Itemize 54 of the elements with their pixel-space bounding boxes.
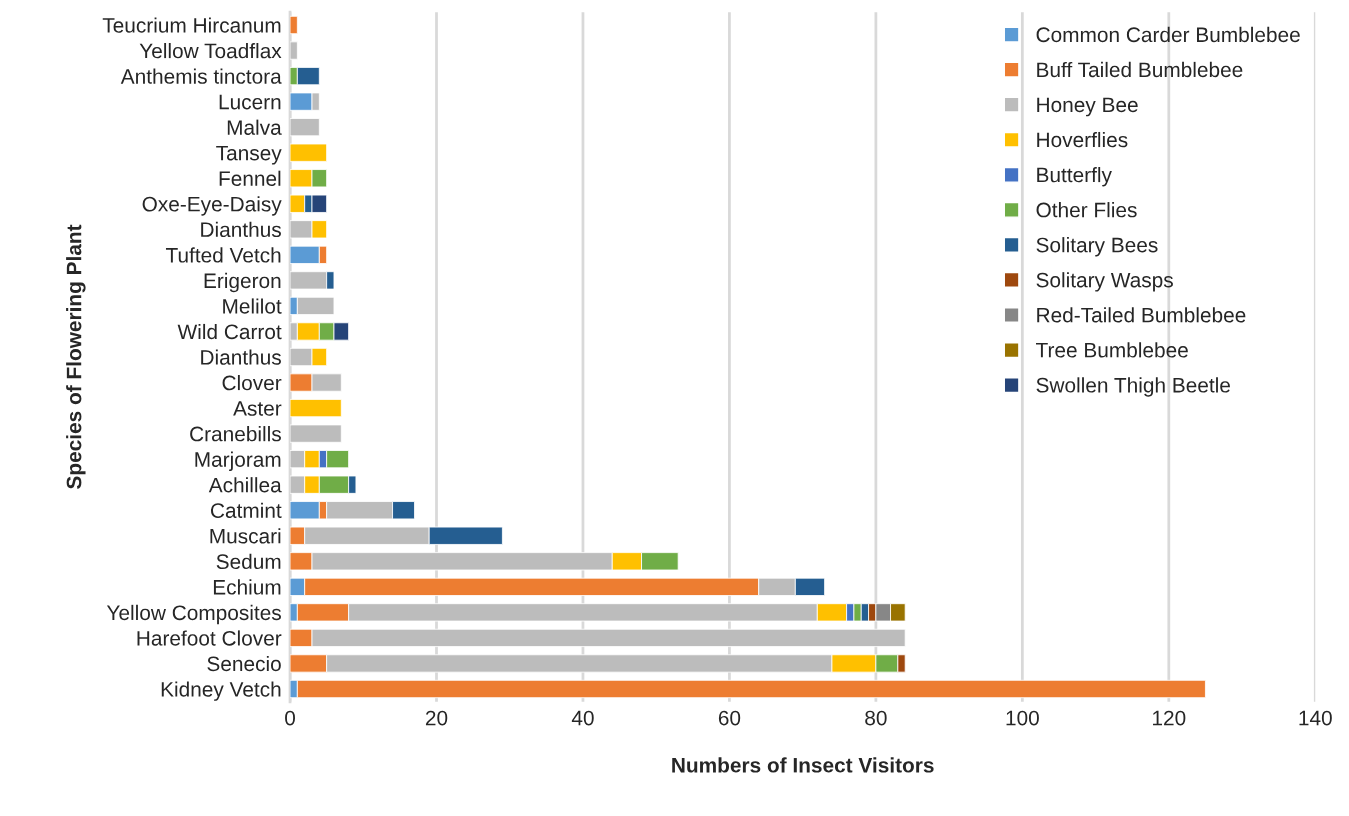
x-axis-title: Numbers of Insect Visitors <box>672 757 934 773</box>
y-tick-label: Clover <box>222 374 282 391</box>
y-tick-label: Fennel <box>219 170 281 186</box>
y-tick-label: Melilot <box>223 298 282 314</box>
legend-label: Buff Tailed Bumblebee <box>1037 61 1243 78</box>
legend-label: Common Carder Bumblebee <box>1036 26 1300 43</box>
y-tick-label: Sedum <box>216 553 281 570</box>
bar <box>290 424 342 443</box>
x-tick-label: 120 <box>1153 710 1186 726</box>
y-axis-title: Species of Flowering Plant <box>66 224 86 489</box>
x-tick-label: 80 <box>865 710 887 726</box>
y-tick-label: Kidney Vetch <box>161 681 281 701</box>
y-tick-label: Tufted Vetch <box>165 247 281 263</box>
y-tick-label: Echium <box>213 579 281 595</box>
y-tick-label: Wild Carrot <box>177 323 282 340</box>
y-tick-label: Dianthus <box>201 221 281 238</box>
y-tick-label: Catmint <box>210 502 282 518</box>
y-tick-label: Anthemis tinctora <box>120 68 282 84</box>
x-tick-label: 20 <box>425 710 448 726</box>
y-tick-label: Senecio <box>207 655 281 672</box>
legend-label: Honey Bee <box>1037 97 1138 117</box>
bar <box>290 143 328 162</box>
y-tick-label: Yellow Composites <box>106 604 281 625</box>
y-tick-label: Harefoot Clover <box>137 630 282 646</box>
y-tick-label: Yellow Toadflax <box>139 43 282 59</box>
x-tick-label: 60 <box>718 710 741 726</box>
y-tick-label: Achillea <box>208 477 282 493</box>
legend-label: Butterfly <box>1037 167 1112 187</box>
y-tick-label: Lucern <box>219 94 281 110</box>
y-tick-label: Malva <box>227 119 282 135</box>
y-tick-label: Oxe-Eye-Daisy <box>142 196 282 216</box>
bar <box>290 398 342 418</box>
legend-label: Solitary Wasps <box>1036 272 1173 292</box>
legend-label: Other Flies <box>1036 202 1137 218</box>
x-tick-label: 100 <box>1006 710 1039 726</box>
x-tick-label: 140 <box>1299 710 1332 726</box>
y-tick-label: Aster <box>233 401 282 416</box>
bar <box>290 15 298 35</box>
y-tick-label: Erigeron <box>204 272 281 293</box>
legend-label: Red-Tailed Bumblebee <box>1037 307 1246 323</box>
y-tick-label: Dianthus <box>201 349 281 365</box>
legend-label: Solitary Bees <box>1036 237 1158 257</box>
x-tick-label: 40 <box>571 710 594 726</box>
y-tick-label: Cranebills <box>190 426 281 442</box>
y-tick-label: Tansey <box>216 145 282 165</box>
y-tick-label: Muscari <box>210 528 281 544</box>
y-tick-label: Marjoram <box>195 451 281 472</box>
y-tick-label: Teucrium Hircanum <box>102 17 281 33</box>
bar <box>290 41 298 60</box>
legend-label: Swollen Thigh Beetle <box>1036 377 1230 397</box>
legend-label: Tree Bumblebee <box>1036 342 1188 358</box>
x-tick-label: 0 <box>285 710 296 726</box>
legend-label: Hoverflies <box>1037 131 1128 148</box>
bar <box>290 118 320 137</box>
